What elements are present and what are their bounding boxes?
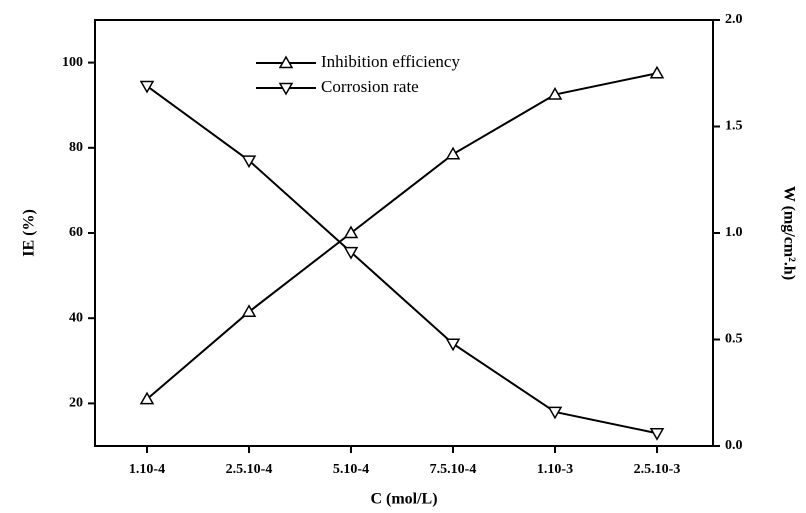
y-axis-label: IE (%)	[21, 209, 38, 257]
marker	[139, 391, 155, 405]
legend-label: Inhibition efficiency	[321, 52, 460, 71]
marker	[139, 80, 155, 94]
x-tick-label: 5.10-4	[333, 462, 369, 477]
y-tick-label: 100	[62, 55, 83, 70]
series-line	[146, 85, 658, 435]
y2-tick-label: 1.0	[725, 225, 743, 240]
x-tick-label: 2.5.10-4	[226, 462, 273, 477]
marker	[445, 146, 461, 160]
y-tick-label: 20	[69, 396, 83, 411]
y2-tick-label: 2.0	[725, 12, 743, 27]
marker	[445, 338, 461, 352]
marker	[241, 155, 257, 169]
marker	[547, 406, 563, 420]
marker	[649, 65, 665, 79]
marker	[343, 246, 359, 260]
y-tick-label: 60	[69, 225, 83, 240]
y-tick-label: 40	[69, 310, 83, 325]
y2-tick-label: 0.5	[725, 332, 743, 347]
marker	[649, 427, 665, 441]
x-tick-label: 7.5.10-4	[430, 462, 477, 477]
x-tick-label: 1.10-4	[129, 462, 165, 477]
y2-tick-label: 1.5	[725, 119, 743, 134]
legend-marker	[278, 82, 294, 96]
y-tick-label: 80	[69, 140, 83, 155]
y2-axis-label: W (mg/cm².h)	[780, 186, 797, 280]
legend-label: Corrosion rate	[321, 77, 419, 96]
x-tick-label: 1.10-3	[537, 462, 573, 477]
marker	[241, 304, 257, 318]
series-line	[146, 72, 658, 400]
marker	[343, 225, 359, 239]
x-axis-label: C (mol/L)	[370, 491, 437, 508]
y2-tick-label: 0.0	[725, 438, 743, 453]
x-tick-label: 2.5.10-3	[634, 462, 681, 477]
marker	[547, 87, 563, 100]
legend-marker	[278, 55, 294, 69]
